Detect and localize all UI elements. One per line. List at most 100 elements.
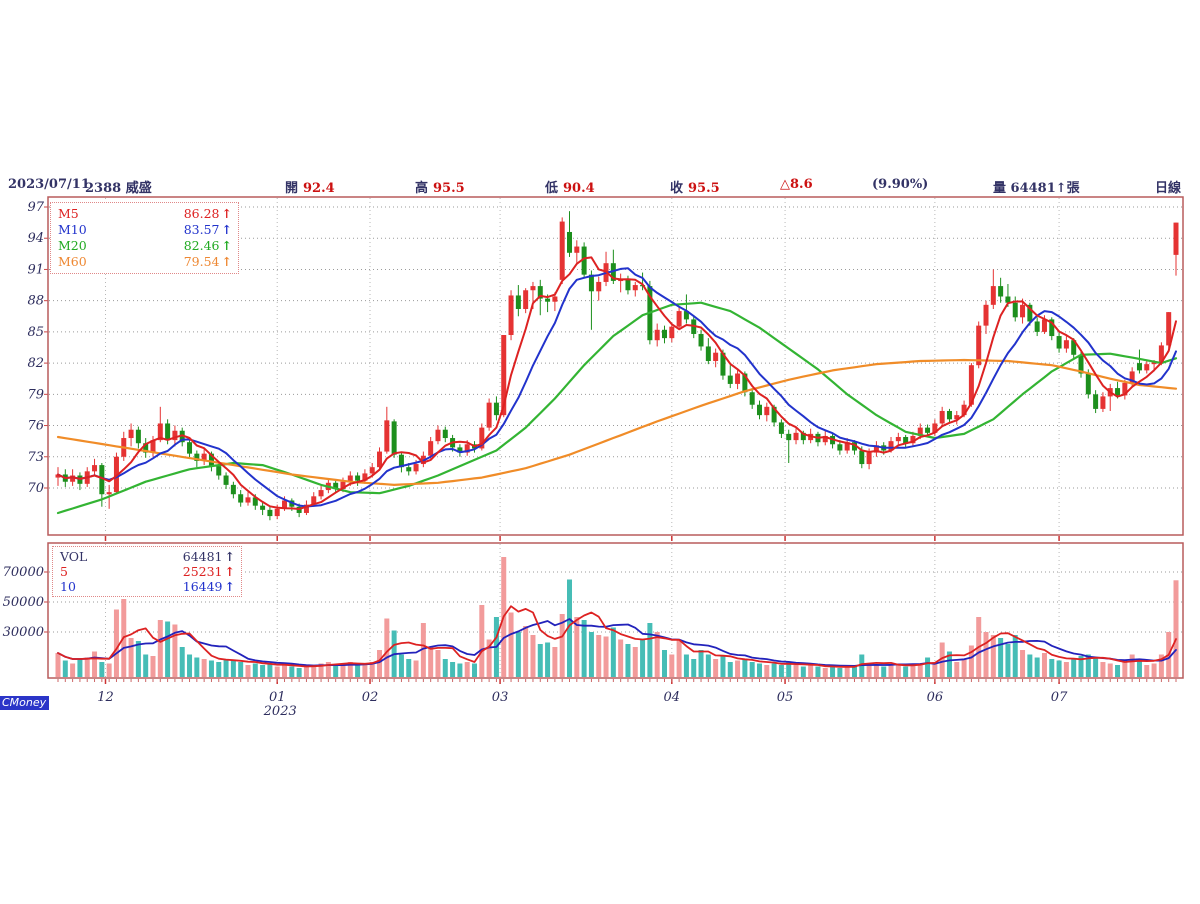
candle-body bbox=[442, 429, 448, 439]
volume-bar bbox=[537, 644, 543, 677]
volume-bar bbox=[1107, 663, 1113, 677]
date-label: 2023/07/11 bbox=[8, 177, 90, 192]
candle-body bbox=[428, 441, 434, 456]
candle-body bbox=[932, 423, 938, 433]
volume-bar bbox=[961, 659, 967, 677]
y-axis-label: 94 bbox=[27, 231, 44, 246]
candle-body bbox=[998, 286, 1004, 297]
legend-row-m60: M60 79.54 ↑ bbox=[51, 254, 238, 270]
candle-body bbox=[508, 295, 514, 336]
candle-body bbox=[910, 435, 916, 444]
candle-body bbox=[384, 420, 390, 452]
volume-bar bbox=[274, 666, 280, 677]
volume-bar bbox=[84, 657, 90, 677]
volume-bar bbox=[1151, 663, 1157, 677]
volume-bar bbox=[574, 617, 580, 677]
volume-bar bbox=[1122, 662, 1128, 677]
candle-body bbox=[311, 496, 317, 505]
volume-bar bbox=[128, 638, 134, 677]
up-arrow-icon: ↑ bbox=[224, 579, 235, 594]
volume-bar bbox=[735, 660, 741, 677]
volume-bar bbox=[216, 662, 222, 677]
volume-bar bbox=[77, 659, 83, 677]
volume-bar bbox=[1100, 662, 1106, 677]
candle-body bbox=[1115, 388, 1121, 396]
candle-body bbox=[355, 475, 361, 481]
volume-bar bbox=[640, 639, 646, 677]
legend-row-vol: VOL 64481 ↑ bbox=[53, 549, 241, 564]
candle-body bbox=[274, 508, 280, 517]
volume-bar bbox=[1034, 657, 1040, 677]
volume-bar bbox=[830, 666, 836, 677]
high-field: 高 95.5 bbox=[415, 177, 465, 196]
volume-axis-label: 50000 bbox=[3, 595, 44, 610]
volume-bar bbox=[303, 666, 309, 677]
volume-bar bbox=[223, 659, 229, 677]
volume-bar bbox=[238, 662, 244, 677]
candle-body bbox=[720, 352, 726, 376]
price-ma-legend: M5 86.28 ↑ M10 83.57 ↑ M20 82.46 ↑ M60 79.54 ↑ bbox=[50, 202, 239, 274]
volume-bar bbox=[464, 662, 470, 677]
candle-body bbox=[1166, 312, 1172, 346]
candle-body bbox=[1020, 304, 1026, 318]
close-field: 收 95.5 bbox=[670, 177, 720, 196]
candle-body bbox=[625, 279, 631, 291]
volume-bar bbox=[472, 663, 478, 677]
candle-body bbox=[713, 352, 719, 362]
volume-bar bbox=[815, 666, 821, 677]
volume-bar bbox=[1012, 635, 1018, 677]
ma10-label: M10 bbox=[58, 222, 87, 237]
open-field: 開 92.4 bbox=[285, 177, 335, 196]
volume-bar bbox=[1049, 659, 1055, 677]
candle-body bbox=[851, 442, 857, 451]
candle-body bbox=[216, 466, 222, 476]
candle-body bbox=[866, 452, 872, 465]
volume-bar bbox=[903, 666, 909, 677]
volume-bar bbox=[165, 621, 171, 677]
candle-body bbox=[654, 329, 660, 341]
candle-body bbox=[1158, 345, 1164, 363]
volume-bar bbox=[1071, 659, 1077, 677]
volume-bar bbox=[1005, 644, 1011, 677]
close-value: 95.5 bbox=[688, 181, 720, 196]
volume-bar bbox=[62, 660, 68, 677]
vma10-value: 16449 bbox=[182, 579, 223, 594]
candle-body bbox=[954, 415, 960, 420]
volume-bar bbox=[420, 623, 426, 677]
volume-bar bbox=[998, 638, 1004, 677]
volume-bar bbox=[1093, 657, 1099, 677]
volume-bar bbox=[866, 663, 872, 677]
candle-body bbox=[1136, 363, 1142, 371]
candle-body bbox=[530, 286, 536, 291]
volume-bar bbox=[106, 663, 112, 677]
volume-bar bbox=[179, 647, 185, 677]
volume-bar bbox=[844, 665, 850, 677]
candle-body bbox=[581, 246, 587, 275]
candle-body bbox=[208, 453, 214, 467]
vol-label: VOL bbox=[60, 549, 88, 564]
up-arrow-icon: ↑ bbox=[224, 549, 235, 564]
y-axis-label: 97 bbox=[27, 200, 44, 215]
legend-row-vma5: 5 25231 ↑ bbox=[53, 564, 241, 579]
candle-body bbox=[99, 465, 105, 495]
volume-bar bbox=[457, 663, 463, 677]
candle-body bbox=[727, 375, 733, 384]
vma5-label: 5 bbox=[60, 564, 68, 579]
volume-bar bbox=[398, 654, 404, 677]
month-label: 03 bbox=[492, 690, 509, 705]
volume-bar bbox=[70, 663, 76, 677]
candle-body bbox=[844, 442, 850, 451]
candle-body bbox=[515, 295, 521, 309]
ma10-line bbox=[57, 267, 1177, 508]
candle-body bbox=[976, 325, 982, 366]
y-axis-label: 79 bbox=[27, 387, 44, 402]
candle-body bbox=[764, 406, 770, 416]
volume-bar bbox=[486, 639, 492, 677]
legend-row-m20: M20 82.46 ↑ bbox=[51, 238, 238, 254]
candle-body bbox=[676, 311, 682, 327]
volume-ma5-line bbox=[57, 605, 1177, 668]
candle-body bbox=[683, 311, 689, 320]
cmoney-watermark: CMoney bbox=[0, 696, 50, 710]
candle-body bbox=[135, 429, 141, 444]
